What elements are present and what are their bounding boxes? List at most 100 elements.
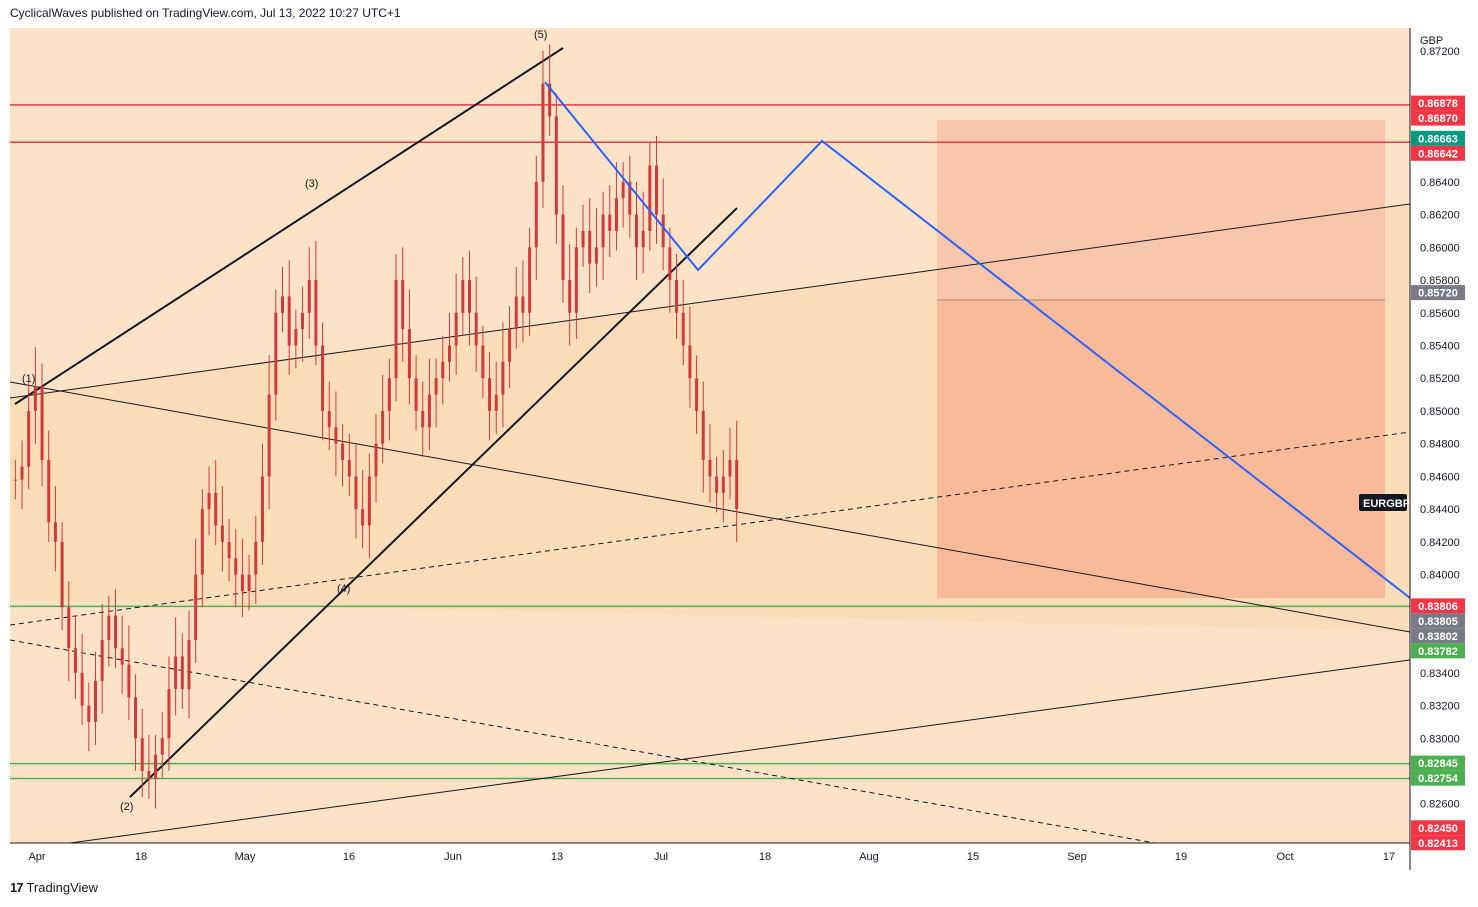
candle-body-75 bbox=[514, 296, 518, 330]
candle-body-77 bbox=[528, 247, 532, 313]
wave-label-2: (2) bbox=[120, 801, 133, 813]
trendline-dashed-upper bbox=[9, 431, 1411, 626]
candle-body-103 bbox=[701, 410, 705, 461]
candle-body-56 bbox=[387, 378, 391, 411]
price-badge-box-9 bbox=[1411, 755, 1465, 771]
price-tick-9: 0.84800 bbox=[1420, 439, 1460, 451]
candle-body-18 bbox=[134, 697, 138, 739]
price-axis[interactable]: 0.87200 0.86400 0.86200 0.86000 0.85800 0.856… bbox=[1420, 46, 1460, 811]
price-badge-9: 0.82845 bbox=[1418, 758, 1458, 770]
candle-body-87 bbox=[594, 247, 598, 264]
price-badge-1: 0.86870 bbox=[1418, 113, 1458, 125]
candle-body-79 bbox=[541, 83, 545, 182]
price-tick-12: 0.84200 bbox=[1420, 537, 1460, 549]
price-badge-box-11 bbox=[1411, 820, 1465, 836]
candles bbox=[13, 44, 739, 809]
candle-body-2 bbox=[27, 410, 31, 467]
price-badge-box-8 bbox=[1411, 643, 1465, 659]
candle-body-47 bbox=[327, 410, 331, 428]
candle-body-53 bbox=[367, 476, 371, 526]
candle-body-63 bbox=[434, 378, 438, 395]
time-axis[interactable]: Apr 18 May 16 Jun 13 Jul 18 Aug 15 Sep 19 Oct 17 bbox=[28, 851, 1395, 863]
candle-body-48 bbox=[334, 427, 338, 444]
price-tick-8: 0.85000 bbox=[1420, 406, 1460, 418]
time-tick-6: Jul bbox=[654, 851, 668, 863]
candle-body-38 bbox=[267, 394, 271, 477]
candle-body-80 bbox=[548, 83, 552, 117]
candle-body-13 bbox=[100, 640, 104, 681]
candle-body-35 bbox=[247, 574, 251, 591]
time-tick-5: 13 bbox=[551, 851, 563, 863]
symbol-tag-box bbox=[1359, 494, 1407, 511]
candle-body-78 bbox=[534, 181, 538, 248]
candle-body-32 bbox=[227, 541, 231, 559]
candle-body-34 bbox=[240, 574, 244, 591]
candle-body-20 bbox=[147, 770, 151, 780]
time-tick-8: Aug bbox=[859, 851, 879, 863]
candle-body-91 bbox=[621, 181, 625, 199]
candle-body-74 bbox=[508, 329, 512, 362]
candle-body-70 bbox=[481, 345, 485, 379]
candle-body-9 bbox=[73, 648, 77, 673]
trendline-channel-top bbox=[9, 203, 1411, 399]
candle-body-81 bbox=[554, 116, 558, 215]
candle-body-84 bbox=[574, 247, 578, 313]
candle-body-39 bbox=[274, 312, 278, 395]
candle-body-7 bbox=[60, 541, 64, 608]
price-badge-8: 0.83782 bbox=[1418, 646, 1458, 658]
candle-body-31 bbox=[220, 525, 224, 542]
candle-body-5 bbox=[47, 460, 51, 523]
price-badge-12: 0.82413 bbox=[1418, 838, 1458, 850]
candle-body-73 bbox=[501, 361, 505, 395]
candle-body-37 bbox=[260, 476, 264, 542]
candle-body-49 bbox=[341, 443, 345, 461]
candle-body-102 bbox=[695, 378, 699, 411]
candle-body-15 bbox=[114, 615, 118, 649]
candle-body-62 bbox=[427, 394, 431, 428]
candle-body-95 bbox=[648, 165, 652, 231]
price-tick-14: 0.83400 bbox=[1420, 668, 1460, 680]
price-badge-box-6 bbox=[1411, 613, 1465, 629]
wave-label-4: (4) bbox=[337, 583, 350, 595]
trendline-wave-4-5 bbox=[129, 207, 738, 798]
candle-body-21 bbox=[154, 754, 158, 780]
candle-body-12 bbox=[93, 680, 97, 722]
candle-body-0 bbox=[13, 479, 17, 481]
candle-body-27 bbox=[194, 574, 198, 641]
candle-body-41 bbox=[287, 296, 291, 346]
time-tick-1: 18 bbox=[135, 851, 147, 863]
trendline-upper-black bbox=[14, 47, 564, 405]
candle-body-99 bbox=[675, 280, 679, 313]
candle-body-43 bbox=[301, 312, 305, 330]
trendline-dashed-lower bbox=[9, 639, 1156, 844]
candle-body-71 bbox=[488, 378, 492, 411]
price-tick-7: 0.85200 bbox=[1420, 373, 1460, 385]
candle-body-72 bbox=[494, 394, 498, 411]
candle-body-83 bbox=[568, 280, 572, 313]
candle-body-105 bbox=[715, 476, 719, 493]
candle-body-50 bbox=[347, 460, 351, 477]
price-badge-box-5 bbox=[1411, 598, 1465, 614]
tradingview-brand: TradingView bbox=[26, 880, 99, 895]
candle-body-76 bbox=[521, 296, 525, 313]
candle-body-93 bbox=[634, 214, 638, 248]
time-tick-4: Jun bbox=[444, 851, 462, 863]
candle-body-19 bbox=[140, 738, 144, 771]
time-tick-7: 18 bbox=[759, 851, 771, 863]
projection-path bbox=[544, 81, 1411, 599]
candle-body-28 bbox=[200, 509, 204, 575]
candle-body-45 bbox=[314, 280, 318, 346]
candle-body-65 bbox=[447, 345, 451, 362]
price-badge-box-12 bbox=[1411, 835, 1465, 851]
tradingview-footer[interactable]: 17 TradingView bbox=[10, 880, 98, 895]
candle-body-11 bbox=[87, 705, 91, 722]
candle-body-82 bbox=[561, 214, 565, 281]
candle-body-104 bbox=[708, 460, 712, 477]
candle-body-108 bbox=[735, 460, 739, 510]
price-badge-box-0 bbox=[1411, 95, 1465, 111]
candle-body-57 bbox=[394, 280, 398, 379]
wave-label-3: (3) bbox=[305, 178, 318, 190]
price-tick-13: 0.84000 bbox=[1420, 570, 1460, 582]
candle-body-64 bbox=[441, 361, 445, 379]
